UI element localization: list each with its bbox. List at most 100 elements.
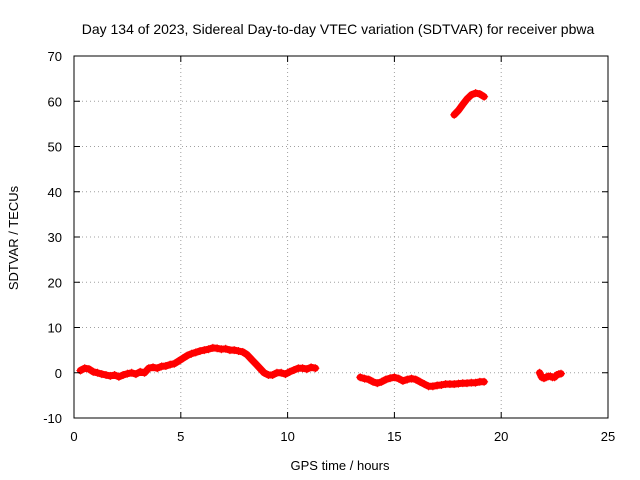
data-point <box>298 364 307 373</box>
data-point <box>174 356 183 365</box>
data-point <box>450 110 459 119</box>
data-point <box>187 349 196 358</box>
data-point <box>467 90 476 99</box>
data-point <box>471 378 480 387</box>
data-point <box>102 371 111 380</box>
x-tick-label: 15 <box>387 429 401 444</box>
axis-ticks <box>73 55 609 419</box>
y-tick-label: 60 <box>48 94 62 109</box>
data-point <box>360 374 369 383</box>
data-point <box>80 364 89 373</box>
data-point <box>234 347 243 356</box>
data-point <box>247 355 256 364</box>
data-point <box>437 380 446 389</box>
data-point <box>221 344 230 353</box>
data-point <box>403 375 412 384</box>
data-point <box>390 373 399 382</box>
data-point <box>394 374 403 383</box>
data-point <box>420 380 429 389</box>
data-point <box>377 377 386 386</box>
data-point <box>123 369 132 378</box>
data-point <box>411 375 420 384</box>
y-tick-label: -10 <box>43 411 62 426</box>
data-point <box>93 368 102 377</box>
y-axis-label: SDTVAR / TECUs <box>6 185 21 290</box>
data-point <box>114 372 123 381</box>
data-point <box>290 366 299 375</box>
data-point <box>251 359 260 368</box>
data-point <box>369 377 378 386</box>
data-point <box>161 361 170 370</box>
data-point <box>106 371 115 380</box>
data-point <box>535 368 544 377</box>
data-point <box>480 377 489 386</box>
data-point <box>97 370 106 379</box>
data-points <box>76 89 566 391</box>
x-axis-label: GPS time / hours <box>291 458 390 473</box>
data-point <box>428 382 437 391</box>
data-point <box>170 359 179 368</box>
data-point <box>84 365 93 374</box>
x-tick-label: 25 <box>601 429 615 444</box>
x-tick-label: 20 <box>494 429 508 444</box>
data-point <box>480 92 489 101</box>
data-point <box>454 106 463 115</box>
data-point <box>200 346 209 355</box>
data-point <box>238 347 247 356</box>
x-tick-label: 0 <box>70 429 77 444</box>
data-point <box>416 377 425 386</box>
data-point <box>471 89 480 98</box>
data-point <box>204 345 213 354</box>
data-point <box>136 367 145 376</box>
data-point <box>546 372 555 381</box>
data-point <box>127 368 136 377</box>
data-point <box>255 364 264 373</box>
grid <box>74 56 608 418</box>
data-point <box>302 365 311 374</box>
data-point <box>76 366 85 375</box>
y-tick-label: 50 <box>48 140 62 155</box>
data-point <box>463 94 472 103</box>
data-point <box>364 375 373 384</box>
data-point <box>539 374 548 383</box>
y-tick-label: 40 <box>48 185 62 200</box>
data-point <box>191 348 200 357</box>
data-point <box>149 363 158 372</box>
data-point <box>373 379 382 388</box>
data-point <box>277 368 286 377</box>
data-point <box>230 346 239 355</box>
data-point <box>268 371 277 380</box>
data-point <box>119 371 128 380</box>
data-point <box>311 364 320 373</box>
data-point <box>386 374 395 383</box>
data-point <box>110 371 119 380</box>
data-point <box>552 371 561 380</box>
data-point <box>407 374 416 383</box>
data-point <box>140 368 149 377</box>
data-point <box>243 350 252 359</box>
y-tick-label: 30 <box>48 230 62 245</box>
x-tick-label: 5 <box>177 429 184 444</box>
y-tick-label: 70 <box>48 49 62 64</box>
data-point <box>89 367 98 376</box>
data-point <box>381 375 390 384</box>
x-tick-label: 10 <box>280 429 294 444</box>
data-point <box>398 376 407 385</box>
y-tick-label: 10 <box>48 321 62 336</box>
data-point <box>144 364 153 373</box>
data-point <box>213 344 222 353</box>
data-point <box>196 347 205 356</box>
chart-title: Day 134 of 2023, Sidereal Day-to-day VTE… <box>82 21 595 37</box>
data-point <box>131 370 140 379</box>
data-point <box>166 360 175 369</box>
y-tick-label: 20 <box>48 275 62 290</box>
data-point <box>153 364 162 373</box>
data-point <box>260 368 269 377</box>
x-tick-labels: 0 5 10 15 20 25 <box>70 429 615 444</box>
data-point <box>183 351 192 360</box>
data-point <box>178 354 187 363</box>
y-tick-label: 0 <box>55 366 62 381</box>
data-point <box>307 363 316 372</box>
y-tick-labels: -10 0 10 20 30 40 50 60 70 <box>43 49 62 426</box>
